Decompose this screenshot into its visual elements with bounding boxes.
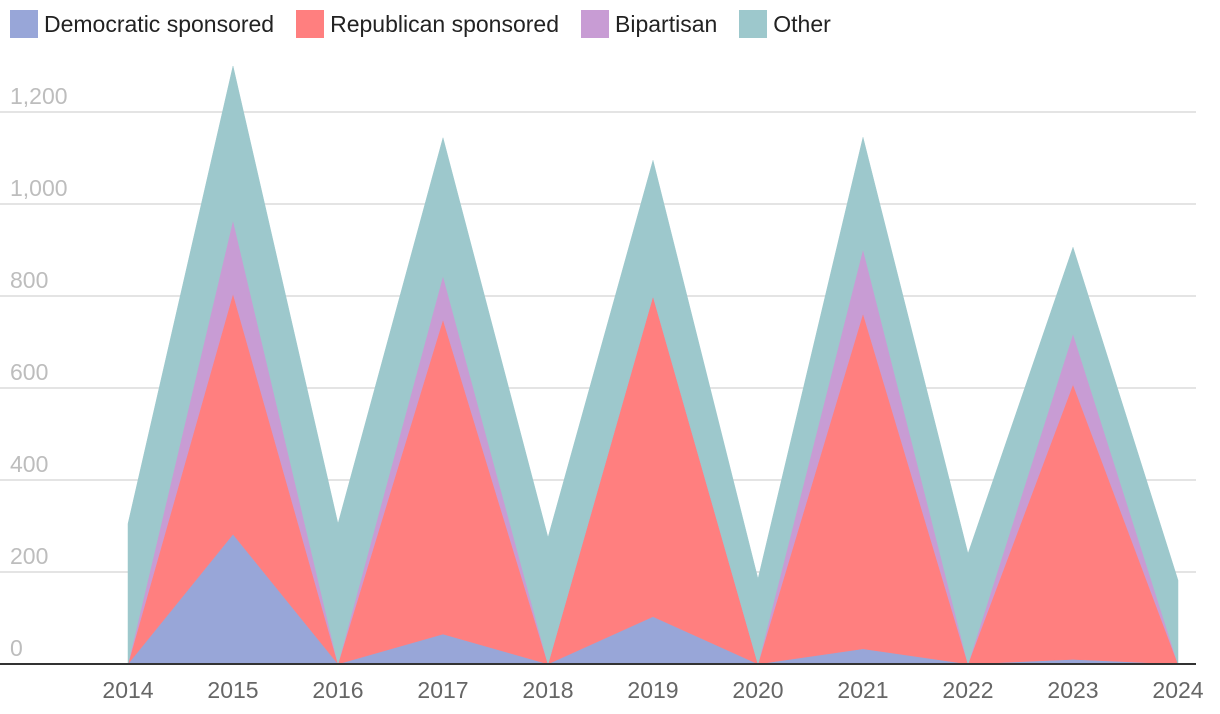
x-tick-label: 2022 [942, 677, 993, 703]
x-tick-label: 2014 [102, 677, 153, 703]
y-tick-label: 800 [10, 267, 48, 293]
legend-item-0: Democratic sponsored [10, 10, 274, 38]
y-axis-ticks: 0 200 400 600 800 1,000 1,200 [10, 83, 68, 661]
legend-label: Bipartisan [615, 10, 718, 37]
legend-swatch [739, 10, 768, 38]
legend-label: Other [773, 10, 831, 37]
x-tick-label: 2020 [732, 677, 783, 703]
x-axis-ticks: 2014 2015 2016 2017 2018 2019 2020 2021 2022 2023… [102, 677, 1203, 703]
legend-item-2: Bipartisan [581, 10, 717, 38]
y-tick-label: 0 [10, 635, 23, 661]
legend-swatch [296, 10, 325, 38]
legend-swatch [10, 10, 38, 38]
legend-label: Democratic sponsored [44, 10, 275, 37]
x-tick-label: 2023 [1047, 677, 1098, 703]
y-tick-label: 600 [10, 359, 48, 385]
area-series [127, 65, 1179, 665]
x-tick-label: 2015 [207, 677, 258, 703]
y-tick-label: 400 [10, 451, 48, 477]
y-tick-label: 1,000 [10, 175, 68, 201]
x-tick-label: 2024 [1152, 677, 1203, 703]
x-tick-label: 2019 [627, 677, 678, 703]
legend-item-1: Republican sponsored [296, 10, 559, 38]
x-tick-label: 2018 [522, 677, 573, 703]
x-tick-label: 2021 [837, 677, 888, 703]
x-tick-label: 2017 [417, 677, 468, 703]
y-tick-label: 1,200 [10, 83, 68, 109]
y-tick-label: 200 [10, 543, 48, 569]
legend-label: Republican sponsored [330, 10, 559, 37]
legend: Democratic sponsored Republican sponsored… [10, 10, 853, 38]
legend-item-3: Other [739, 10, 831, 38]
x-tick-label: 2016 [312, 677, 363, 703]
legend-swatch [581, 10, 609, 38]
